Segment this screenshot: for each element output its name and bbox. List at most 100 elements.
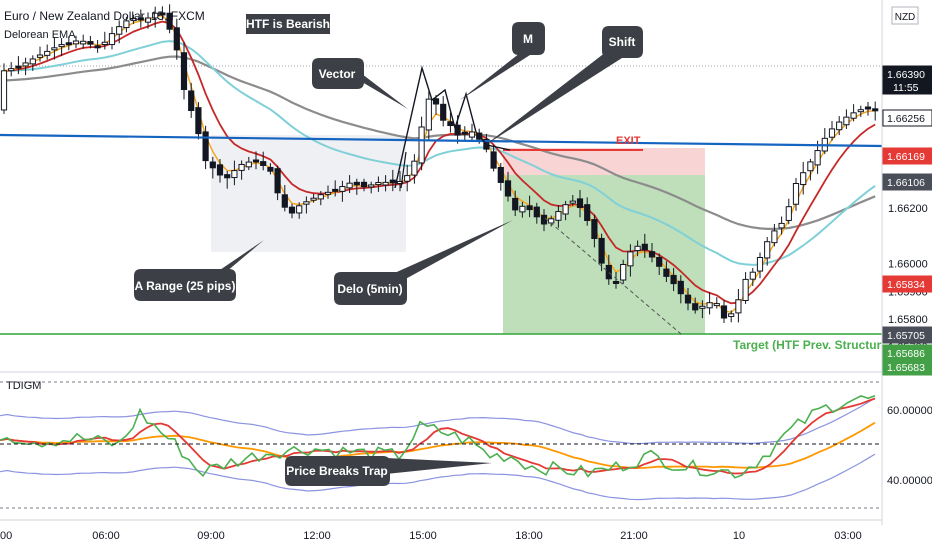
currency-label: NZD [895, 12, 916, 23]
bull-candle [396, 181, 404, 184]
bull-candle [346, 182, 353, 189]
indicator-name: Delorean EMA [4, 29, 76, 41]
bull-candle [324, 191, 332, 195]
bull-candle [36, 54, 44, 58]
bear-candle [94, 45, 101, 49]
bear-candle [180, 52, 188, 90]
currency-badge[interactable]: NZD [891, 6, 919, 25]
time-tick-label: 03:00 [834, 530, 862, 542]
bull-candle [29, 58, 36, 65]
bear-candle [612, 280, 620, 284]
bear-candle [684, 294, 692, 304]
price-tag-value: 1.66106 [887, 177, 925, 189]
bull-candle [382, 181, 389, 186]
bear-candle [598, 237, 605, 264]
price-tag[interactable]: 1.65683 [882, 358, 932, 376]
bear-candle [670, 274, 677, 285]
svg-text:Shift: Shift [609, 35, 636, 49]
price-tag[interactable]: 1.66256 [882, 109, 932, 127]
bear-candle [216, 164, 224, 176]
ma-gray-line [3, 55, 876, 230]
bull-candle [562, 204, 569, 215]
bull-candle [843, 116, 850, 126]
bull-candle [728, 313, 735, 317]
bear-candle [65, 42, 72, 46]
bull-candle [468, 131, 476, 138]
price-tag-value: 1.65834 [887, 279, 925, 291]
ma-cyan-line [3, 40, 876, 266]
bull-candle [44, 50, 51, 56]
bear-candle [648, 251, 656, 258]
tdi-title: TDIGM [6, 380, 41, 392]
bull-candle [785, 206, 792, 221]
bear-candle [692, 303, 699, 311]
tdi-indicator [0, 394, 876, 501]
time-tick-label: 15:00 [409, 530, 437, 542]
bull-candle [375, 182, 382, 186]
bear-candle [332, 188, 339, 192]
bull-candle [814, 150, 821, 166]
bull-candle [569, 200, 576, 204]
time-tick-label: 18:00 [515, 530, 543, 542]
bear-candle [360, 181, 368, 188]
price-tag[interactable]: 1.65834 [882, 275, 932, 293]
bear-candle [677, 280, 684, 295]
bear-candle [540, 214, 548, 225]
tdi-lower-band [0, 453, 876, 501]
time-tick-label: 10 [733, 530, 745, 542]
bear-candle [224, 174, 231, 179]
m-callout: M [460, 22, 545, 100]
bull-candle [80, 40, 87, 45]
delo-diagonal [544, 217, 682, 335]
bear-candle [260, 161, 267, 166]
tdi-green-line [0, 394, 876, 479]
bull-candle [800, 172, 807, 186]
tdi-tick-label: 60.00000 [887, 405, 932, 417]
bull-candle [0, 70, 8, 111]
price-tag[interactable]: 1.66106 [882, 173, 932, 191]
target-label: Target (HTF Prev. Structure) [733, 338, 892, 352]
bull-candle [123, 20, 130, 29]
bear-candle [504, 180, 512, 197]
chart-title: Euro / New Zealand Dollar, 15, FXCM [4, 9, 205, 23]
bear-candle [576, 198, 584, 209]
svg-text:Vector: Vector [319, 67, 356, 81]
bull-candle [699, 305, 706, 309]
price-tag-value: 1.65686 [887, 348, 925, 360]
blue-level-line [0, 133, 883, 148]
bear-candle [605, 264, 612, 280]
bear-candle [159, 12, 166, 16]
bull-candle [108, 33, 116, 46]
price-tag-value: 1.66390 [887, 69, 925, 81]
bull-candle [706, 302, 713, 309]
tdi-upper-band [0, 397, 876, 445]
bull-candle [519, 205, 526, 213]
ma-red-line [3, 20, 876, 305]
time-tick-label: 06:00 [92, 530, 120, 542]
bull-candle [735, 299, 742, 314]
bull-candle [627, 251, 634, 267]
stop-zone [503, 148, 705, 175]
bull-candle [317, 194, 324, 200]
price-tag-time: 11:55 [893, 82, 919, 94]
bull-candle [231, 170, 238, 179]
bear-candle [137, 17, 144, 21]
price-tag[interactable]: 1.65705 [882, 326, 932, 344]
price-tag[interactable]: 1.65686 [882, 344, 932, 362]
bull-candle [828, 128, 836, 138]
bear-candle [461, 131, 468, 135]
tdi-tick-label: 40.00000 [887, 475, 932, 487]
htf-callout: HTF is Bearish [246, 14, 330, 34]
price-tag[interactable]: 1.66169 [882, 147, 932, 165]
bull-candle [101, 41, 108, 46]
bull-candle [51, 47, 58, 51]
bear-candle [591, 219, 598, 239]
bear-candle [864, 106, 872, 110]
tdi-red-line [0, 397, 876, 475]
bull-candle [548, 218, 555, 224]
bull-candle [404, 175, 411, 182]
time-tick-label: 09:00 [197, 530, 225, 542]
